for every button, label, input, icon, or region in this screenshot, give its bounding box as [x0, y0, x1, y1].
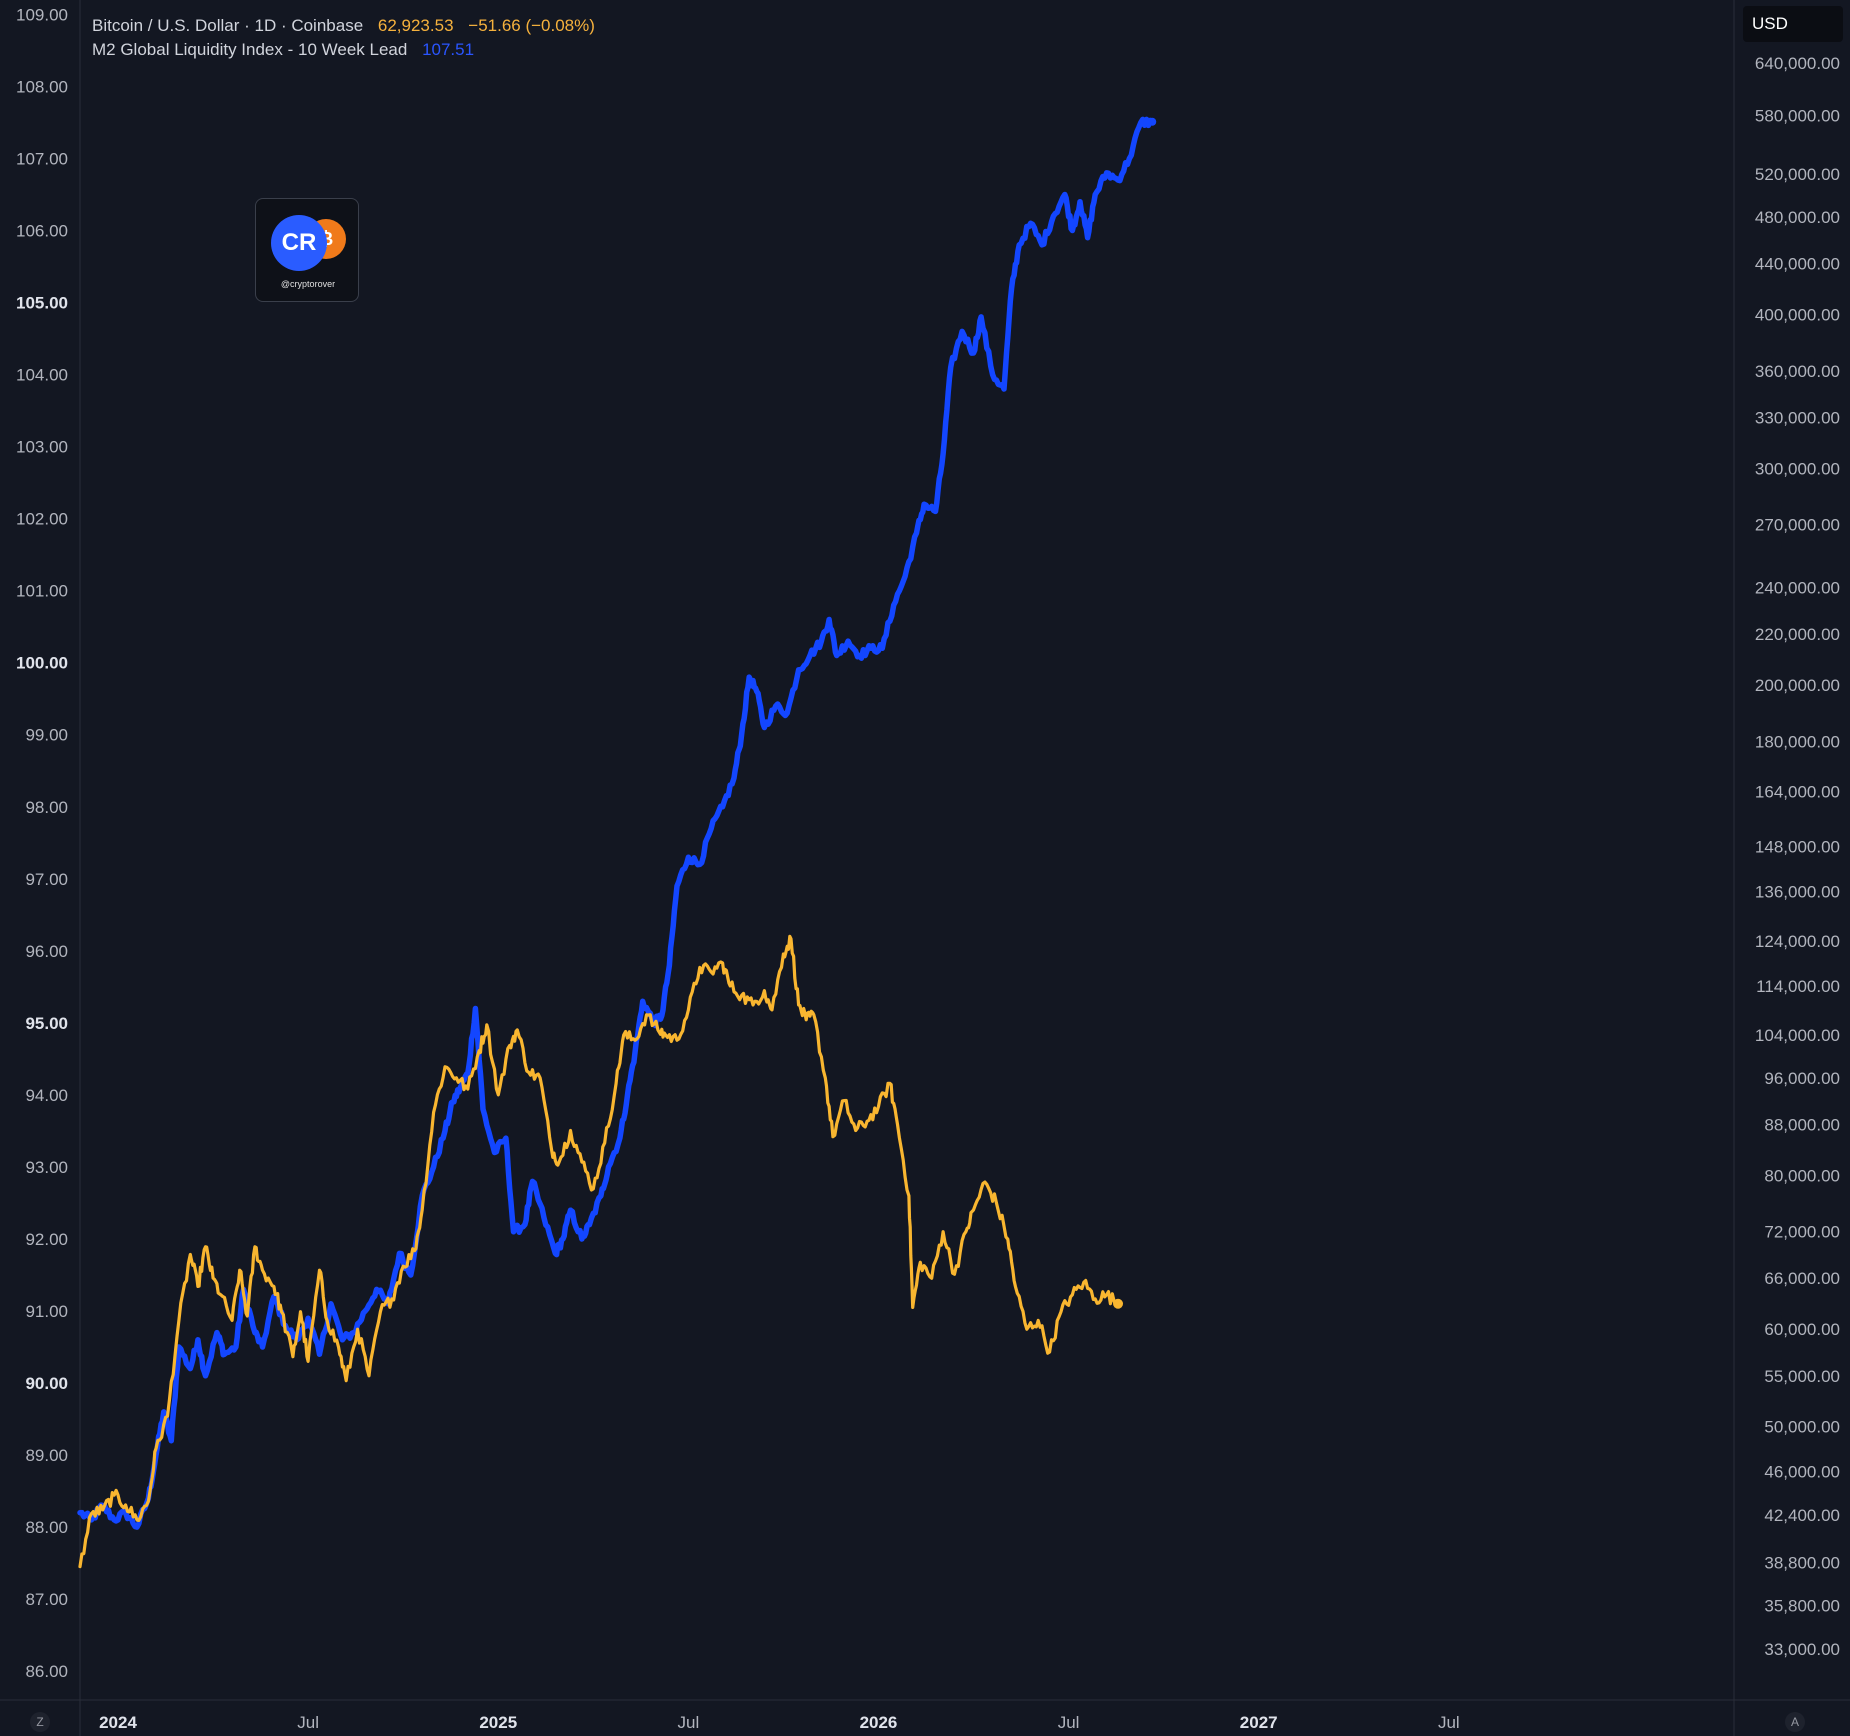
left-axis-tick-label: 101.00 [16, 582, 68, 601]
left-axis-tick-label: 109.00 [16, 5, 68, 24]
right-axis-tick-label: 148,000.00 [1755, 837, 1840, 856]
btc-legend-row[interactable]: Bitcoin / U.S. Dollar · 1D · Coinbase 62… [92, 14, 595, 38]
series-layer [77, 116, 1157, 1569]
m2-series-value: 107.51 [422, 40, 475, 59]
left-axis-tick-label: 89.00 [25, 1446, 68, 1465]
auto-scale-button[interactable]: A [1785, 1712, 1805, 1732]
time-axis-tick-label: 2024 [99, 1713, 137, 1732]
left-axis-tick-label: 98.00 [25, 798, 68, 817]
right-axis-tick-label: 300,000.00 [1755, 459, 1840, 478]
left-axis-tick-label: 106.00 [16, 222, 68, 241]
right-axis-tick-label: 66,000.00 [1764, 1269, 1840, 1288]
btc-price-value: 62,923.53 [377, 16, 454, 35]
right-axis-tick-label: 180,000.00 [1755, 733, 1840, 752]
right-axis-tick-label: 60,000.00 [1764, 1320, 1840, 1339]
time-axis-tick-label: Jul [678, 1713, 700, 1732]
right-axis-tick-label: 35,800.00 [1764, 1596, 1840, 1615]
right-axis-tick-label: 38,800.00 [1764, 1553, 1840, 1572]
left-axis-tick-label: 103.00 [16, 438, 68, 457]
currency-selector[interactable]: USD [1743, 6, 1843, 42]
right-axis-tick-label: 96,000.00 [1764, 1069, 1840, 1088]
right-axis-tick-label: 200,000.00 [1755, 676, 1840, 695]
right-axis-tick-label: 136,000.00 [1755, 882, 1840, 901]
right-axis-tick-label: 124,000.00 [1755, 932, 1840, 951]
time-axis-tick-label: Jul [297, 1713, 319, 1732]
right-axis-tick-label: 240,000.00 [1755, 579, 1840, 598]
btc-change-value: −51.66 (−0.08%) [468, 16, 595, 35]
right-axis-tick-label: 114,000.00 [1756, 977, 1840, 996]
left-axis-tick-label: 92.00 [25, 1230, 68, 1249]
left-axis-tick-label: 104.00 [16, 366, 68, 385]
right-axis-tick-label: 55,000.00 [1764, 1367, 1840, 1386]
right-axis-tick-label: 440,000.00 [1755, 254, 1840, 273]
time-axis-tick-label: Jul [1058, 1713, 1080, 1732]
time-axis-tick-label: 2025 [479, 1713, 517, 1732]
right-axis-tick-label: 42,400.00 [1764, 1506, 1840, 1525]
btc-last-point [1113, 1298, 1124, 1309]
m2-series-label: M2 Global Liquidity Index - 10 Week Lead [92, 40, 408, 59]
left-axis-tick-label: 94.00 [25, 1086, 68, 1105]
right-axis-tick-label: 520,000.00 [1755, 165, 1840, 184]
right-axis-tick-label: 270,000.00 [1755, 516, 1840, 535]
right-axis-tick-label: 50,000.00 [1764, 1418, 1840, 1437]
right-axis-tick-label: 220,000.00 [1755, 625, 1840, 644]
left-axis-tick-label: 86.00 [25, 1662, 68, 1681]
right-axis-tick-label: 72,000.00 [1764, 1223, 1840, 1242]
time-axis-tick-label: 2026 [860, 1713, 898, 1732]
right-axis-tick-label: 46,000.00 [1764, 1462, 1840, 1481]
m2-last-point [1148, 117, 1157, 126]
left-axis-tick-label: 99.00 [25, 726, 68, 745]
left-axis-tick-label: 97.00 [25, 870, 68, 889]
right-axis-tick-label: 33,000.00 [1764, 1640, 1840, 1659]
right-axis-tick-label: 580,000.00 [1755, 107, 1840, 126]
cr-logo-icon: CR [271, 215, 327, 271]
left-axis-tick-label: 102.00 [16, 510, 68, 529]
right-axis-tick-label: 104,000.00 [1755, 1026, 1840, 1045]
m2-legend-row[interactable]: M2 Global Liquidity Index - 10 Week Lead… [92, 38, 595, 62]
left-axis-tick-label: 90.00 [25, 1374, 68, 1393]
timezone-button[interactable]: Z [30, 1712, 50, 1732]
left-axis-tick-label: 96.00 [25, 942, 68, 961]
logo-handle: @cryptorover [280, 279, 336, 289]
cryptorover-logo: ₿ CR @cryptorover [255, 198, 359, 302]
right-axis-tick-label: 360,000.00 [1755, 362, 1840, 381]
right-price-axis[interactable]: 640,000.00 580,000.00 520,000.00 480,000.00… [1755, 54, 1840, 1659]
right-axis-tick-label: 164,000.00 [1755, 782, 1840, 801]
time-axis[interactable]: 2024 Jul 2025 Jul 2026 Jul 2027 Jul [99, 1713, 1460, 1732]
left-axis-tick-label: 107.00 [16, 149, 68, 168]
time-axis-tick-label: 2027 [1240, 1713, 1278, 1732]
right-axis-tick-label: 400,000.00 [1755, 305, 1840, 324]
right-axis-tick-label: 640,000.00 [1755, 54, 1840, 73]
right-axis-tick-label: 330,000.00 [1755, 408, 1840, 427]
left-axis-tick-label: 87.00 [25, 1590, 68, 1609]
btc-price-line[interactable] [78, 934, 1120, 1569]
left-axis-tick-label: 88.00 [25, 1518, 68, 1537]
left-axis-tick-label: 93.00 [25, 1158, 68, 1177]
right-axis-tick-label: 480,000.00 [1755, 208, 1840, 227]
right-axis-tick-label: 88,000.00 [1764, 1115, 1840, 1134]
right-axis-tick-label: 80,000.00 [1764, 1166, 1840, 1185]
btc-symbol-label: Bitcoin / U.S. Dollar · 1D · Coinbase [92, 16, 364, 35]
left-price-axis[interactable]: 109.00 108.00 107.00 106.00 105.00 104.00 103.… [16, 5, 68, 1681]
left-axis-tick-label: 95.00 [25, 1014, 68, 1033]
left-axis-tick-label: 108.00 [16, 77, 68, 96]
m2-liquidity-line[interactable] [77, 116, 1155, 1530]
chart-legend: Bitcoin / U.S. Dollar · 1D · Coinbase 62… [92, 14, 595, 62]
left-axis-tick-label: 105.00 [16, 294, 68, 313]
left-axis-tick-label: 100.00 [16, 654, 68, 673]
left-axis-tick-label: 91.00 [25, 1302, 68, 1321]
time-axis-tick-label: Jul [1438, 1713, 1460, 1732]
